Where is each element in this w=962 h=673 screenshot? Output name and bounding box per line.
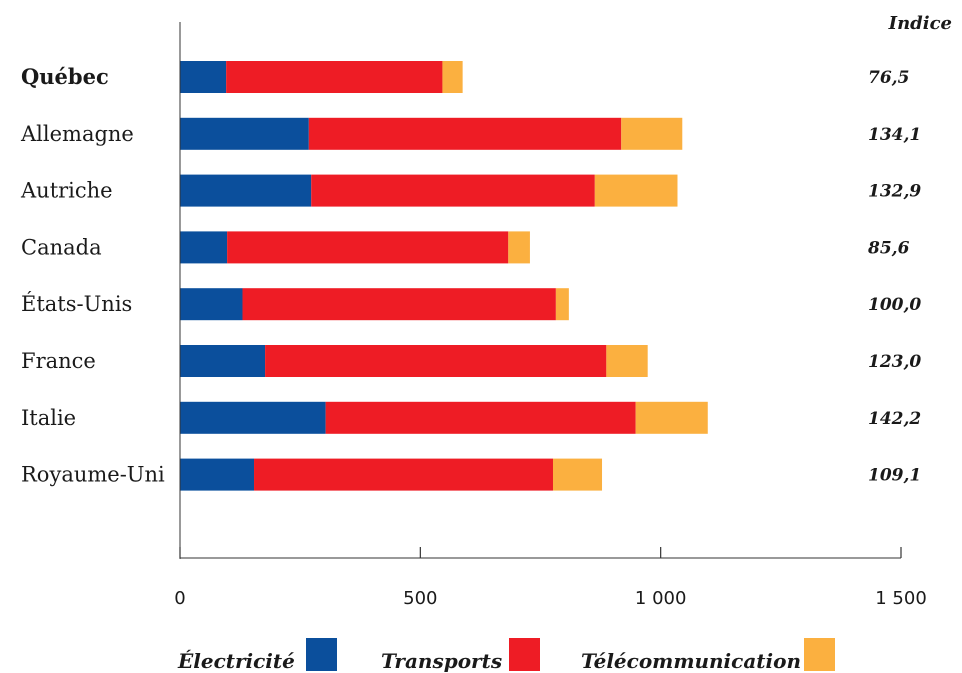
legend-label: Transports <box>381 649 502 673</box>
category-label: États-Unis <box>21 292 132 316</box>
category-label: Allemagne <box>20 122 134 146</box>
x-tick-label: 1 000 <box>635 588 687 609</box>
index-value: 123,0 <box>868 352 921 372</box>
category-label: Italie <box>21 406 76 430</box>
bar-segment-1-row-3 <box>180 174 312 207</box>
index-value: 134,1 <box>868 125 921 145</box>
bar-segment-2-row-7 <box>325 401 636 434</box>
bars-layer <box>180 61 708 491</box>
category-labels: Québec Allemagne Autriche Canada États-Unis F… <box>20 64 165 487</box>
bar-segment-3-row-3 <box>594 174 678 207</box>
category-label: Québec <box>21 64 109 89</box>
bar-segment-1-row-6 <box>180 345 266 377</box>
bar-segment-1-row-5 <box>180 288 243 321</box>
x-tick-label: 500 <box>403 588 437 609</box>
legend: Électricité Transports Télécommunication <box>177 638 835 673</box>
bar-segment-1-row-1 <box>180 61 227 93</box>
index-value: 100,0 <box>868 295 921 315</box>
x-tick-label: 0 <box>174 588 185 609</box>
x-tick-label: 1 500 <box>875 588 927 609</box>
bar-segment-2-row-4 <box>227 231 509 264</box>
bar-segment-3-row-8 <box>553 458 603 491</box>
bar-segment-2-row-3 <box>311 174 595 207</box>
legend-swatch <box>804 638 835 671</box>
index-value: 85,6 <box>867 238 910 258</box>
index-value: 109,1 <box>868 466 921 486</box>
legend-swatch <box>306 638 337 671</box>
category-label: France <box>21 349 96 373</box>
bar-segment-3-row-1 <box>442 61 463 93</box>
bar-segment-1-row-8 <box>180 458 255 491</box>
bar-segment-2-row-1 <box>226 61 443 93</box>
bar-segment-2-row-8 <box>254 458 553 491</box>
index-value: 142,2 <box>868 409 921 429</box>
legend-swatch <box>509 638 540 671</box>
bar-segment-2-row-2 <box>308 117 622 150</box>
category-label: Royaume-Uni <box>21 463 165 487</box>
category-label: Autriche <box>20 179 113 203</box>
index-header: Indice <box>888 13 952 34</box>
index-value: 76,5 <box>868 68 909 88</box>
bar-segment-1-row-7 <box>180 401 326 434</box>
bar-segment-1-row-2 <box>180 117 309 150</box>
legend-label: Électricité <box>177 649 295 673</box>
bar-segment-3-row-4 <box>508 231 530 264</box>
bar-segment-2-row-6 <box>265 345 607 377</box>
legend-label: Télécommunication <box>581 649 801 673</box>
index-value: 132,9 <box>868 182 921 202</box>
x-axis-ticks: 0 500 1 000 1 500 <box>174 547 927 609</box>
index-labels: 76,5 134,1 132,9 85,6 100,0 123,0 142,2 109,1 <box>867 68 921 486</box>
bar-segment-2-row-5 <box>242 288 556 321</box>
bar-segment-3-row-7 <box>635 401 708 434</box>
bar-segment-3-row-2 <box>621 117 683 150</box>
bar-segment-3-row-5 <box>555 288 569 321</box>
category-label: Canada <box>21 235 102 259</box>
bar-segment-3-row-6 <box>606 345 648 377</box>
bar-segment-1-row-4 <box>180 231 228 264</box>
